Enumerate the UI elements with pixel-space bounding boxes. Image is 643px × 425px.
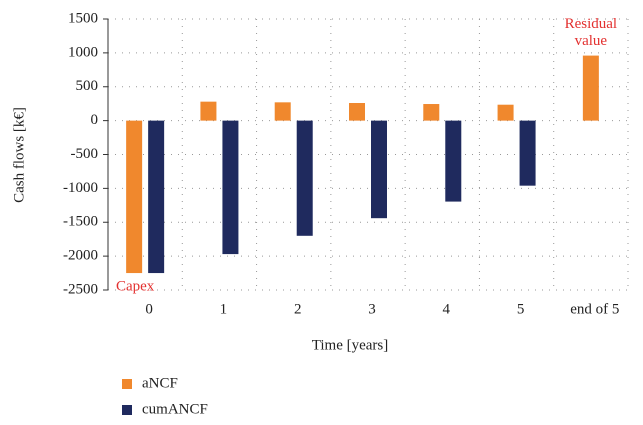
- bar: [497, 104, 514, 121]
- bar: [222, 120, 239, 255]
- bar: [519, 120, 536, 186]
- bar: [148, 120, 165, 274]
- x-tick-label: 3: [368, 301, 376, 317]
- x-tick-label: 0: [145, 301, 153, 317]
- legend-label: cumANCF: [142, 401, 208, 417]
- bar: [274, 102, 291, 121]
- y-axis-label: Cash flows [k€]: [11, 107, 27, 203]
- y-tick-label: -500: [71, 146, 99, 162]
- y-tick-label: 1000: [68, 44, 98, 60]
- x-tick-label: end of 5: [570, 301, 619, 317]
- bar: [200, 101, 217, 121]
- bar: [445, 120, 462, 202]
- legend-swatch: [122, 405, 132, 415]
- bar: [296, 120, 313, 236]
- bar: [582, 55, 599, 121]
- x-axis-label: Time [years]: [312, 337, 389, 353]
- y-tick-label: -2000: [63, 248, 98, 264]
- annotation: Capex: [116, 279, 155, 295]
- annotation: Residual: [565, 16, 618, 32]
- legend-label: aNCF: [142, 375, 178, 391]
- annotation: value: [575, 33, 608, 49]
- y-tick-label: 500: [76, 78, 99, 94]
- x-tick-label: 1: [220, 301, 228, 317]
- y-tick-label: -1500: [63, 214, 98, 230]
- bar: [423, 104, 440, 121]
- x-tick-label: 2: [294, 301, 302, 317]
- y-tick-label: 0: [91, 112, 99, 128]
- y-tick-label: -2500: [63, 281, 98, 297]
- y-tick-label: -1000: [63, 180, 98, 196]
- bar: [349, 103, 365, 121]
- legend-swatch: [122, 379, 132, 389]
- y-tick-label: 1500: [68, 10, 98, 26]
- bar: [371, 120, 387, 219]
- bar: [126, 120, 143, 274]
- x-tick-label: 5: [517, 301, 525, 317]
- x-tick-label: 4: [443, 301, 451, 317]
